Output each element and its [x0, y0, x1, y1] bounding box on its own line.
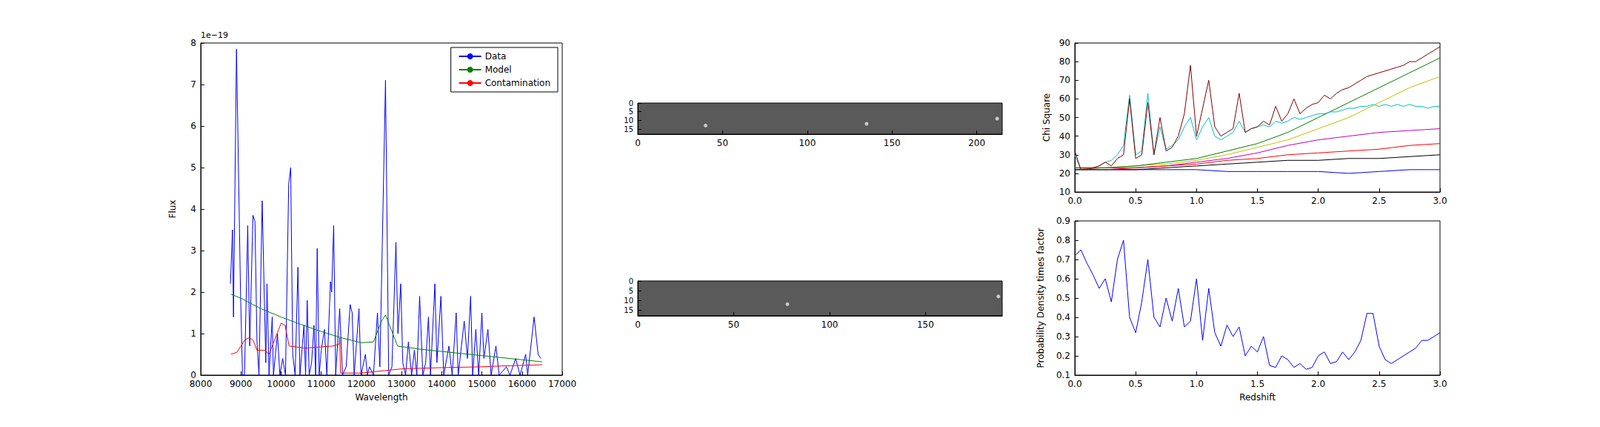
svg-text:0.2: 0.2 [1056, 350, 1071, 361]
svg-text:10: 10 [623, 116, 634, 125]
svg-text:5: 5 [628, 286, 634, 295]
svg-text:2.5: 2.5 [1371, 195, 1386, 206]
svg-text:16000: 16000 [508, 378, 537, 389]
svg-text:100: 100 [820, 319, 838, 330]
svg-text:5: 5 [628, 107, 634, 116]
svg-text:8000: 8000 [189, 378, 213, 389]
svg-text:2.0: 2.0 [1311, 195, 1326, 206]
svg-text:30: 30 [1059, 149, 1071, 160]
svg-text:Data: Data [485, 51, 507, 62]
svg-text:Probability Density times fact: Probability Density times factor [1035, 227, 1046, 368]
svg-text:Contamination: Contamination [485, 77, 551, 89]
svg-text:Model: Model [485, 64, 512, 75]
svg-text:0.6: 0.6 [1056, 273, 1071, 284]
svg-text:200: 200 [968, 137, 986, 149]
svg-text:60: 60 [1059, 93, 1071, 104]
svg-text:70: 70 [1059, 74, 1071, 86]
svg-text:13000: 13000 [387, 378, 416, 389]
svg-text:9000: 9000 [229, 378, 253, 389]
svg-text:80: 80 [1059, 56, 1071, 67]
svg-text:2.0: 2.0 [1311, 378, 1326, 389]
svg-text:0.3: 0.3 [1056, 331, 1071, 342]
svg-text:3.0: 3.0 [1432, 195, 1447, 206]
svg-text:0.1: 0.1 [1056, 369, 1071, 380]
svg-text:50: 50 [728, 319, 740, 330]
svg-text:1.0: 1.0 [1189, 195, 1204, 206]
svg-text:15: 15 [623, 125, 634, 134]
svg-text:0.4: 0.4 [1056, 311, 1071, 323]
svg-text:Chi Square: Chi Square [1041, 93, 1052, 142]
svg-text:15000: 15000 [467, 378, 496, 389]
svg-text:0: 0 [634, 137, 641, 149]
svg-text:50: 50 [717, 137, 729, 149]
svg-text:0.5: 0.5 [1056, 292, 1071, 303]
svg-text:40: 40 [1059, 131, 1071, 142]
svg-text:0.0: 0.0 [1067, 195, 1082, 206]
svg-text:3: 3 [190, 245, 197, 256]
svg-text:5: 5 [190, 162, 197, 173]
svg-text:150: 150 [917, 319, 935, 330]
svg-text:3.0: 3.0 [1432, 378, 1447, 389]
svg-text:1: 1 [190, 328, 197, 339]
svg-text:17000: 17000 [548, 378, 577, 389]
svg-text:0.0: 0.0 [1067, 378, 1082, 389]
svg-text:100: 100 [798, 137, 816, 149]
svg-text:0: 0 [628, 277, 634, 286]
svg-text:Wavelength: Wavelength [354, 391, 408, 403]
svg-text:10: 10 [1059, 186, 1071, 198]
svg-text:1.0: 1.0 [1189, 378, 1204, 389]
svg-text:14000: 14000 [427, 378, 456, 389]
svg-text:2: 2 [190, 286, 197, 298]
svg-text:0.9: 0.9 [1056, 215, 1071, 226]
svg-text:150: 150 [883, 137, 901, 149]
svg-text:1.5: 1.5 [1250, 378, 1265, 389]
svg-text:2.5: 2.5 [1371, 378, 1386, 389]
svg-text:50: 50 [1059, 112, 1071, 123]
svg-text:8: 8 [190, 37, 197, 49]
svg-text:20: 20 [1059, 168, 1071, 179]
svg-text:7: 7 [190, 79, 197, 90]
svg-text:11000: 11000 [307, 378, 336, 389]
svg-text:0.8: 0.8 [1056, 234, 1071, 246]
svg-text:1.5: 1.5 [1250, 195, 1265, 206]
svg-text:0: 0 [634, 319, 641, 330]
svg-text:Redshift: Redshift [1239, 391, 1276, 403]
svg-text:4: 4 [190, 203, 197, 215]
svg-text:10: 10 [623, 296, 634, 305]
svg-text:0: 0 [190, 369, 197, 380]
svg-text:0: 0 [628, 99, 634, 108]
svg-text:15: 15 [623, 305, 634, 315]
svg-text:90: 90 [1059, 37, 1071, 49]
svg-text:1e−19: 1e−19 [200, 30, 229, 40]
svg-text:0.7: 0.7 [1056, 254, 1071, 265]
svg-text:0.5: 0.5 [1128, 195, 1143, 206]
svg-text:0.5: 0.5 [1128, 378, 1143, 389]
svg-text:10000: 10000 [266, 378, 295, 389]
svg-text:6: 6 [190, 120, 197, 132]
svg-text:12000: 12000 [347, 378, 376, 389]
svg-text:Flux: Flux [167, 200, 178, 219]
